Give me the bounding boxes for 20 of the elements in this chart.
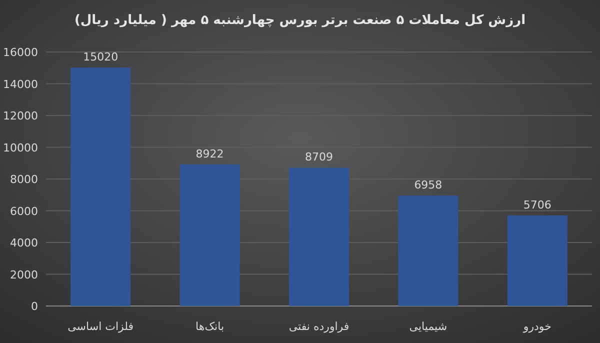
x-tick-label: خودرو [522, 320, 552, 333]
data-label: 6958 [414, 178, 442, 192]
x-tick-label: بانک‌ها [196, 320, 224, 333]
y-tick-label: 4000 [10, 236, 38, 250]
y-tick-label: 10000 [3, 141, 38, 154]
data-label: 8922 [196, 147, 224, 160]
data-label: 8709 [305, 150, 333, 164]
data-label: 15020 [83, 50, 118, 64]
y-tick-label: 2000 [10, 268, 38, 282]
x-tick-label: فلزات اساسی [68, 320, 134, 333]
y-tick-label: 0 [31, 300, 38, 313]
chart-title: ارزش کل معاملات ۵ صنعت برتر بورس چهارشنبه ۵ مهر ( میلیارد ریال) [74, 13, 526, 28]
data-label: 5706 [523, 198, 552, 212]
y-tick-label: 6000 [10, 204, 38, 218]
y-tick-label: 16000 [3, 46, 38, 59]
x-tick-label: شیمیایی [409, 320, 448, 333]
y-tick-label: 14000 [3, 78, 38, 91]
y-tick-label: 8000 [10, 173, 38, 186]
y-tick-label: 12000 [3, 110, 38, 122]
x-tick-label: فراورده نفتی [288, 320, 350, 333]
